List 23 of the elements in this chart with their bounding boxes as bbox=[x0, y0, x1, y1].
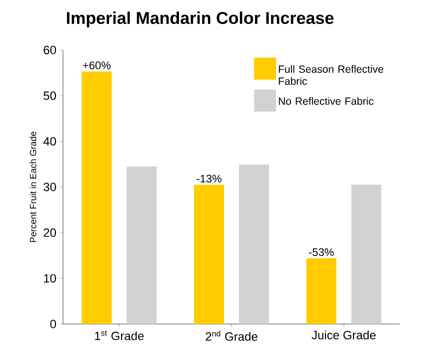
y-tick-label: 30 bbox=[44, 182, 56, 192]
y-tick-label: 40 bbox=[43, 137, 56, 146]
legend-label: No Reflective Fabric bbox=[278, 97, 374, 105]
y-tick-label: 60 bbox=[44, 46, 56, 54]
chart-title: Imperial Mandarin Color Increase bbox=[66, 12, 334, 28]
bar bbox=[82, 71, 112, 324]
x-tick-label: 1$^{st}$ Grade bbox=[95, 330, 144, 340]
annotation: -53% bbox=[308, 248, 334, 256]
annotation: -13% bbox=[196, 174, 222, 183]
y-tick-label: 20 bbox=[44, 228, 56, 237]
x-tick-label: Juice Grade bbox=[312, 330, 376, 340]
y-tick-label: 0 bbox=[50, 320, 56, 328]
y-tick-label: 10 bbox=[44, 274, 56, 283]
y-axis-title: Percent Fruit in Each Grade bbox=[30, 132, 36, 242]
x-tick-label: 2$^{nd}$ Grade bbox=[206, 330, 258, 341]
bar bbox=[194, 184, 224, 324]
bar bbox=[239, 164, 269, 324]
bar bbox=[306, 258, 336, 324]
legend-label: Full Season Reflective Fabric bbox=[278, 65, 384, 85]
bar bbox=[126, 166, 157, 324]
y-tick-label: 50 bbox=[44, 91, 56, 100]
bar bbox=[351, 184, 382, 324]
annotation: +60% bbox=[82, 61, 110, 70]
